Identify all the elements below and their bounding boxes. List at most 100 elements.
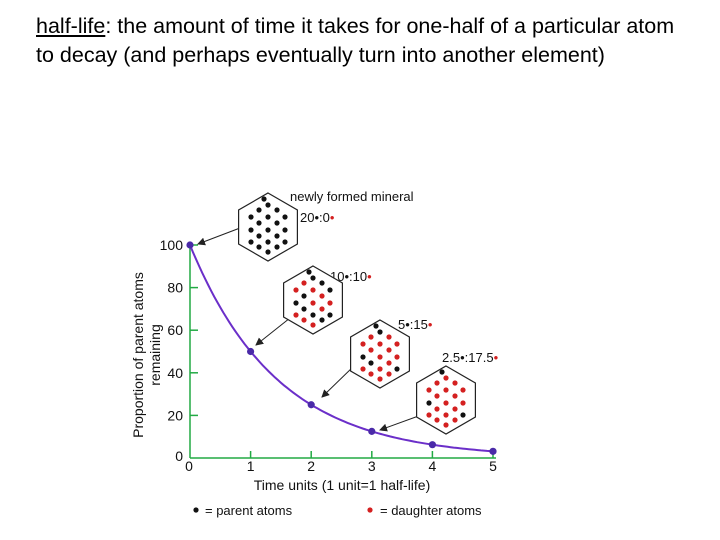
data-point	[247, 347, 255, 356]
daughter-atom	[368, 371, 374, 377]
daughter-atom	[377, 376, 383, 382]
y-tick-label: 60	[167, 322, 183, 338]
data-point	[428, 441, 436, 449]
daughter-atom	[310, 300, 316, 306]
hexagon-three-half-lives	[416, 365, 476, 435]
parent-atom	[274, 244, 280, 250]
legend-daughter-label: = daughter atoms	[380, 503, 482, 518]
definition-body: : the amount of time it takes for one-ha…	[36, 14, 675, 67]
daughter-atom	[434, 417, 440, 423]
data-point	[368, 427, 376, 435]
daughter-dot-symbol: •	[330, 210, 335, 225]
legend-parent-label: = parent atoms	[205, 503, 293, 518]
parent-atom	[301, 293, 307, 299]
daughter-atom	[452, 417, 458, 423]
daughter-atom	[293, 312, 299, 318]
hexagon-two-half-lives	[350, 319, 410, 389]
daughter-atom	[386, 334, 392, 340]
x-tick-label: 4	[429, 458, 437, 474]
x-tick-label: 1	[247, 458, 255, 474]
daughter-atom	[452, 393, 458, 399]
daughter-atom	[301, 317, 307, 323]
parent-atom	[301, 306, 307, 312]
parent-atom	[265, 214, 271, 220]
hexagon-newly-formed	[238, 192, 298, 262]
ratio-separator: :	[319, 210, 323, 225]
daughter-atom	[434, 393, 440, 399]
parent-count: 5	[398, 317, 405, 332]
daughter-atom	[386, 371, 392, 377]
parent-atom	[319, 317, 325, 323]
daughter-atom	[327, 300, 333, 306]
parent-atom	[327, 312, 333, 318]
legend: = parent atoms = daughter atoms	[193, 503, 482, 518]
annotation-arrow	[321, 364, 356, 398]
daughter-atom	[386, 360, 392, 366]
daughter-atom	[368, 347, 374, 353]
x-tick-label: 0	[185, 458, 193, 474]
parent-atom	[439, 369, 445, 375]
hexagon-outline	[238, 192, 298, 262]
x-tick-label: 5	[489, 458, 497, 474]
data-point	[307, 401, 315, 409]
parent-atom	[310, 312, 316, 318]
parent-atom	[460, 412, 466, 418]
parent-atom	[368, 360, 374, 366]
daughter-count: 15	[413, 317, 427, 332]
parent-dot-symbol: •	[344, 269, 349, 284]
data-point	[186, 241, 194, 249]
daughter-atom	[434, 380, 440, 386]
parent-atom	[282, 227, 288, 233]
parent-count: 20	[300, 210, 314, 225]
daughter-atom	[443, 400, 449, 406]
daughter-count: 10	[353, 269, 367, 284]
y-axis-title-line1: Proportion of parent atoms	[130, 272, 146, 438]
parent-atom	[256, 233, 262, 239]
daughter-atom	[452, 406, 458, 412]
daughter-dot-symbol: •	[367, 269, 372, 284]
daughter-atom	[443, 387, 449, 393]
parent-atom	[319, 280, 325, 286]
daughter-atom	[301, 280, 307, 286]
daughter-atom	[360, 366, 366, 372]
daughter-atom	[443, 412, 449, 418]
y-ticks: 0 20 40 60 80 100	[160, 237, 198, 464]
parent-atom	[248, 214, 254, 220]
legend-parent-dot	[193, 507, 199, 513]
parent-dot-symbol: •	[405, 317, 410, 332]
parent-atom	[256, 220, 262, 226]
daughter-atom	[319, 293, 325, 299]
daughter-atom	[394, 341, 400, 347]
daughter-atom	[319, 306, 325, 312]
parent-atom	[265, 239, 271, 245]
daughter-atom	[443, 422, 449, 428]
parent-atom	[282, 239, 288, 245]
parent-atom	[248, 227, 254, 233]
definition-text: half-life: the amount of time it takes f…	[36, 12, 676, 70]
parent-atom	[310, 275, 316, 281]
annotation-three-half-lives: 2.5•:17.5•	[379, 350, 499, 432]
ratio-separator: :	[410, 317, 414, 332]
daughter-atom	[360, 341, 366, 347]
daughter-atom	[310, 322, 316, 328]
ratio-separator: :	[465, 350, 469, 365]
parent-atom	[426, 400, 432, 406]
daughter-dot-symbol: •	[494, 350, 499, 365]
definition-term: half-life	[36, 14, 106, 38]
daughter-atom	[426, 387, 432, 393]
parent-atom	[265, 202, 271, 208]
legend-daughter-dot	[367, 507, 373, 513]
daughter-atom	[460, 387, 466, 393]
parent-count: 2.5	[442, 350, 460, 365]
parent-atom	[373, 323, 379, 329]
parent-atom	[248, 239, 254, 245]
daughter-atom	[443, 375, 449, 381]
parent-atom	[306, 269, 312, 275]
annotation-one-half-life: 10•:10•	[255, 269, 372, 346]
parent-atom	[256, 244, 262, 250]
y-tick-label: 0	[175, 448, 183, 464]
annotation-two-half-lives: 5•:15•	[321, 317, 433, 398]
y-tick-label: 40	[167, 365, 183, 381]
parent-atom	[282, 214, 288, 220]
